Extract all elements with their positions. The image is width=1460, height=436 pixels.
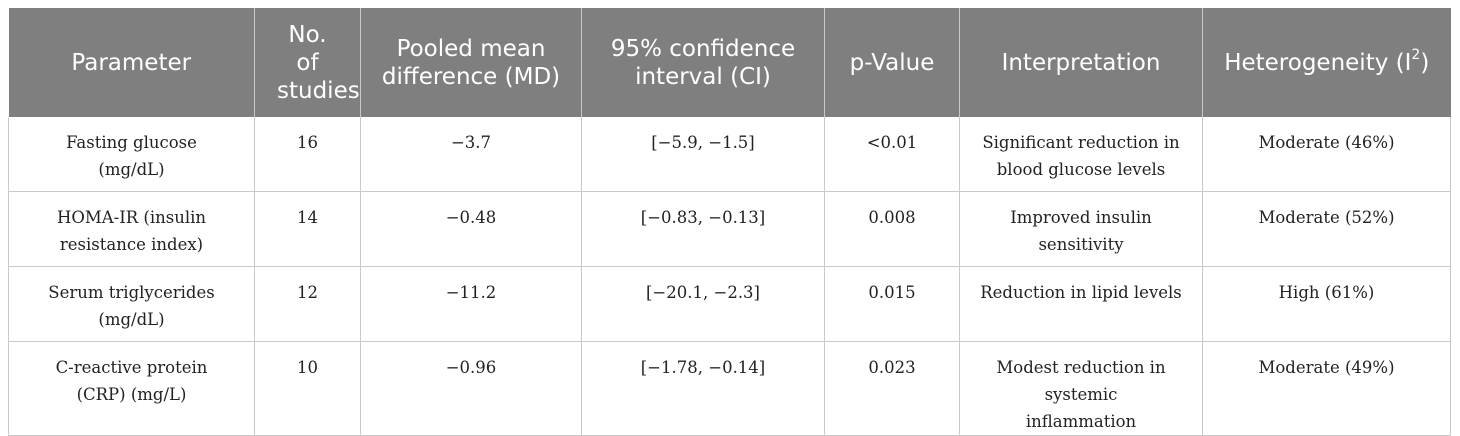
- cell-studies: 10: [254, 341, 361, 436]
- cell-interpretation: Modest reduction in systemic inflammatio…: [959, 341, 1203, 436]
- cell-confidence-interval: [−5.9, −1.5]: [581, 117, 825, 192]
- header-parameter: Parameter: [8, 8, 255, 117]
- cell-interpretation: Reduction in lipid levels: [959, 266, 1203, 342]
- results-table-container: Parameter No. of studies Pooled mean dif…: [8, 8, 1451, 436]
- cell-heterogeneity: Moderate (46%): [1202, 117, 1451, 192]
- heterogeneity-prefix: Heterogeneity (I: [1224, 49, 1412, 76]
- header-confidence-interval: 95% confidence interval (CI): [581, 8, 825, 117]
- cell-confidence-interval: [−1.78, −0.14]: [581, 341, 825, 436]
- cell-mean-difference: −0.48: [360, 191, 582, 267]
- cell-parameter: HOMA-IR (insulin resistance index): [8, 191, 255, 267]
- header-row: Parameter No. of studies Pooled mean dif…: [8, 8, 1451, 117]
- cell-studies: 12: [254, 266, 361, 342]
- header-studies: No. of studies: [254, 8, 361, 117]
- cell-confidence-interval: [−0.83, −0.13]: [581, 191, 825, 267]
- cell-p-value: <0.01: [824, 117, 960, 192]
- cell-parameter: Serum triglycerides (mg/dL): [8, 266, 255, 342]
- meta-analysis-table: Parameter No. of studies Pooled mean dif…: [8, 8, 1451, 436]
- heterogeneity-suffix: ): [1420, 49, 1430, 76]
- cell-interpretation: Improved insulin sensitivity: [959, 191, 1203, 267]
- cell-mean-difference: −11.2: [360, 266, 582, 342]
- table-row: Serum triglycerides (mg/dL) 12 −11.2 [−2…: [8, 266, 1451, 342]
- cell-heterogeneity: Moderate (52%): [1202, 191, 1451, 267]
- cell-parameter: C-reactive protein (CRP) (mg/L): [8, 341, 255, 436]
- header-mean-difference: Pooled mean difference (MD): [360, 8, 582, 117]
- table-row: Fasting glucose (mg/dL) 16 −3.7 [−5.9, −…: [8, 117, 1451, 192]
- table-row: HOMA-IR (insulin resistance index) 14 −0…: [8, 191, 1451, 267]
- cell-mean-difference: −0.96: [360, 341, 582, 436]
- cell-heterogeneity: High (61%): [1202, 266, 1451, 342]
- cell-studies: 16: [254, 117, 361, 192]
- header-p-value: p-Value: [824, 8, 960, 117]
- heterogeneity-superscript: 2: [1411, 46, 1421, 63]
- cell-heterogeneity: Moderate (49%): [1202, 341, 1451, 436]
- cell-confidence-interval: [−20.1, −2.3]: [581, 266, 825, 342]
- cell-p-value: 0.008: [824, 191, 960, 267]
- header-heterogeneity: Heterogeneity (I2): [1202, 8, 1451, 117]
- cell-mean-difference: −3.7: [360, 117, 582, 192]
- table-row: C-reactive protein (CRP) (mg/L) 10 −0.96…: [8, 341, 1451, 436]
- cell-p-value: 0.023: [824, 341, 960, 436]
- cell-p-value: 0.015: [824, 266, 960, 342]
- cell-parameter: Fasting glucose (mg/dL): [8, 117, 255, 192]
- header-interpretation: Interpretation: [959, 8, 1203, 117]
- cell-studies: 14: [254, 191, 361, 267]
- cell-interpretation: Significant reduction in blood glucose l…: [959, 117, 1203, 192]
